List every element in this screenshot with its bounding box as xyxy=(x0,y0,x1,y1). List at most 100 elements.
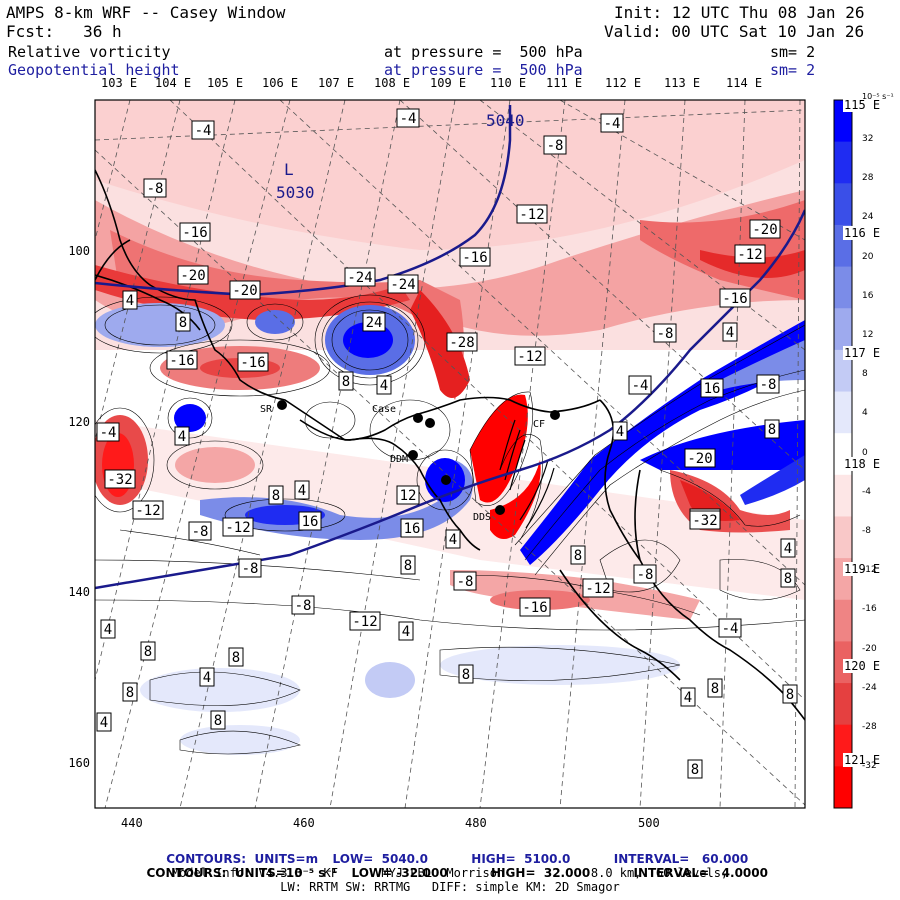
svg-text:-8: -8 xyxy=(147,181,164,197)
vorticity-value-box: 8 xyxy=(764,419,780,439)
colorbar-swatch xyxy=(834,516,852,559)
svg-text:4: 4 xyxy=(178,429,186,445)
height-contour-5040 xyxy=(95,105,512,297)
vorticity-value-box: 24 xyxy=(362,312,386,332)
init-time: Init: 12 UTC Thu 08 Jan 26 xyxy=(614,3,865,22)
vorticity-value-box: -12 xyxy=(514,346,546,366)
svg-text:4: 4 xyxy=(449,532,457,548)
svg-text:-8: -8 xyxy=(242,561,259,577)
vorticity-value-box: -20 xyxy=(749,219,781,239)
vorticity-value-box: -24 xyxy=(387,274,419,294)
y-axis-tick: 140 xyxy=(68,585,90,599)
svg-text:8: 8 xyxy=(232,650,240,666)
station-label-dds: DDS xyxy=(473,512,491,523)
vorticity-value-box: 4 xyxy=(199,667,215,687)
x-axis-tick: 500 xyxy=(638,816,660,830)
lon-label: 103 E xyxy=(101,76,138,90)
vorticity-value-box: -12 xyxy=(516,204,548,224)
vorticity-value-box: -12 xyxy=(349,611,381,631)
colorbar-swatch xyxy=(834,474,852,517)
vorticity-value-box: 8 xyxy=(268,485,284,505)
svg-text:8: 8 xyxy=(786,687,794,703)
y-axis-tick: 120 xyxy=(68,415,90,429)
footer-line2-interval: INTERVAL= 4.0000 xyxy=(633,866,768,880)
colorbar-label: -8 xyxy=(862,526,871,536)
map-title: AMPS 8-km WRF -- Casey Window xyxy=(6,3,286,22)
vorticity-value-box: -12 xyxy=(734,244,766,264)
lat-label: 115 E xyxy=(843,98,882,112)
colorbar-label: 16 xyxy=(862,290,874,301)
svg-text:-4: -4 xyxy=(604,116,621,132)
svg-text:4: 4 xyxy=(298,483,306,499)
footer-model-info: Model Info: V4.3.3 KF MYJ PBL Morrison 8… xyxy=(171,866,729,880)
vorticity-value-box: -20 xyxy=(684,448,716,468)
svg-text:16: 16 xyxy=(704,381,721,397)
vorticity-value-box: -16 xyxy=(166,350,198,370)
field2-smoothing: sm= 2 xyxy=(770,61,816,79)
lon-label: 113 E xyxy=(664,76,701,90)
vorticity-value-box: 4 xyxy=(780,538,796,558)
lon-label: 112 E xyxy=(605,76,642,90)
vorticity-value-box: 8 xyxy=(458,664,474,684)
vorticity-value-box: 8 xyxy=(140,641,156,661)
valid-time: Valid: 00 UTC Sat 10 Jan 26 xyxy=(604,22,865,41)
station-marker xyxy=(495,505,505,515)
colorbar-swatch xyxy=(834,766,852,809)
colorbar-swatch xyxy=(834,683,852,726)
vorticity-value-box: 4 xyxy=(100,619,116,639)
vorticity-value-box: -8 xyxy=(238,558,262,578)
station-label-casey: Case xyxy=(372,404,396,415)
vorticity-value-box: 4 xyxy=(445,529,461,549)
svg-text:8: 8 xyxy=(126,685,134,701)
lon-label: 114 E xyxy=(726,76,763,90)
colorbar-label: -4 xyxy=(862,486,871,497)
vorticity-value-box: -4 xyxy=(600,113,624,133)
svg-text:-32: -32 xyxy=(107,472,132,488)
vorticity-value-box: -8 xyxy=(756,374,780,394)
vorticity-value-box: -32 xyxy=(689,510,721,530)
lon-label: 107 E xyxy=(318,76,355,90)
footer-line1-high: HIGH= 5100.0 xyxy=(471,852,571,866)
field2-name: Geopotential height xyxy=(8,61,180,79)
vorticity-value-box: -16 xyxy=(519,597,551,617)
vorticity-value-box: -4 xyxy=(628,375,652,395)
svg-text:4: 4 xyxy=(616,424,624,440)
svg-text:-20: -20 xyxy=(232,283,257,299)
vorticity-value-box: -8 xyxy=(188,521,212,541)
lat-label: 121 E xyxy=(843,753,882,767)
vorticity-value-box: -24 xyxy=(344,267,376,287)
lon-label: 109 E xyxy=(430,76,467,90)
svg-text:8: 8 xyxy=(574,548,582,564)
svg-text:-20: -20 xyxy=(687,451,712,467)
svg-text:8: 8 xyxy=(272,488,280,504)
vorticity-value-box: -4 xyxy=(191,120,215,140)
vorticity-value-box: -20 xyxy=(177,265,209,285)
colorbar-swatch xyxy=(834,349,852,393)
svg-text:4: 4 xyxy=(100,715,108,731)
svg-text:-8: -8 xyxy=(192,524,209,540)
svg-text:8: 8 xyxy=(691,762,699,778)
svg-text:-16: -16 xyxy=(169,353,194,369)
vorticity-value-box: 8 xyxy=(687,759,703,779)
footer-line1-prefix: CONTOURS: UNITS=m xyxy=(166,852,319,866)
svg-text:-12: -12 xyxy=(517,349,542,365)
svg-text:-8: -8 xyxy=(657,326,674,342)
svg-text:8: 8 xyxy=(179,315,187,331)
vorticity-value-box: 8 xyxy=(122,682,138,702)
svg-text:4: 4 xyxy=(684,690,692,706)
field1-name: Relative vorticity xyxy=(8,43,171,61)
svg-text:-4: -4 xyxy=(632,378,649,394)
svg-text:-12: -12 xyxy=(737,247,762,263)
colorbar-label: 24 xyxy=(862,212,874,223)
svg-text:8: 8 xyxy=(711,681,719,697)
station-label-cf: CF xyxy=(533,419,545,430)
vorticity-value-box: 4 xyxy=(722,322,738,342)
field1-smoothing: sm= 2 xyxy=(770,43,816,61)
vorticity-value-box: -16 xyxy=(719,288,751,308)
vorticity-value-box: -32 xyxy=(104,469,136,489)
svg-text:-8: -8 xyxy=(760,377,777,393)
svg-text:8: 8 xyxy=(404,558,412,574)
svg-text:4: 4 xyxy=(784,541,792,557)
svg-text:-4: -4 xyxy=(100,425,117,441)
